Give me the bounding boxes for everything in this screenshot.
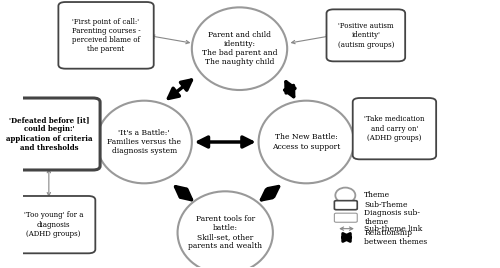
Text: Sub-theme link: Sub-theme link: [364, 225, 422, 233]
Text: Diagnosis sub-
theme: Diagnosis sub- theme: [364, 209, 420, 226]
Ellipse shape: [258, 101, 354, 183]
Text: 'It's a Battle:'
Families versus the
diagnosis system: 'It's a Battle:' Families versus the dia…: [107, 129, 181, 155]
FancyBboxPatch shape: [58, 2, 154, 69]
Text: Parent and child
identity:
The bad parent and
The naughty child: Parent and child identity: The bad paren…: [202, 31, 278, 66]
Text: 'First point of call:'
Parenting courses -
perceived blame of
the parent: 'First point of call:' Parenting courses…: [72, 17, 140, 53]
Text: Theme: Theme: [364, 191, 390, 199]
Text: 'Too young' for a
diagnosis
(ADHD groups): 'Too young' for a diagnosis (ADHD groups…: [24, 211, 84, 238]
FancyBboxPatch shape: [0, 98, 100, 170]
Text: 'Defeated before [it]
could begin:'
application of criteria
and thresholds: 'Defeated before [it] could begin:' appl…: [6, 116, 92, 152]
Text: Parent tools for
battle:
Skill-set, other
parents and wealth: Parent tools for battle: Skill-set, othe…: [188, 215, 262, 251]
Text: Relationship
between themes: Relationship between themes: [364, 229, 428, 246]
FancyBboxPatch shape: [334, 213, 357, 222]
Text: The New Battle:
Access to support: The New Battle: Access to support: [272, 133, 340, 151]
Ellipse shape: [192, 7, 287, 90]
FancyBboxPatch shape: [334, 201, 357, 210]
FancyBboxPatch shape: [352, 98, 436, 159]
Text: 'Take medication
and carry on'
(ADHD groups): 'Take medication and carry on' (ADHD gro…: [364, 116, 424, 142]
FancyBboxPatch shape: [326, 9, 405, 61]
Text: 'Positive autism
identity'
(autism groups): 'Positive autism identity' (autism group…: [338, 22, 394, 49]
Ellipse shape: [96, 101, 192, 183]
FancyBboxPatch shape: [12, 196, 96, 253]
Ellipse shape: [178, 191, 273, 268]
Text: Sub-Theme: Sub-Theme: [364, 201, 408, 209]
